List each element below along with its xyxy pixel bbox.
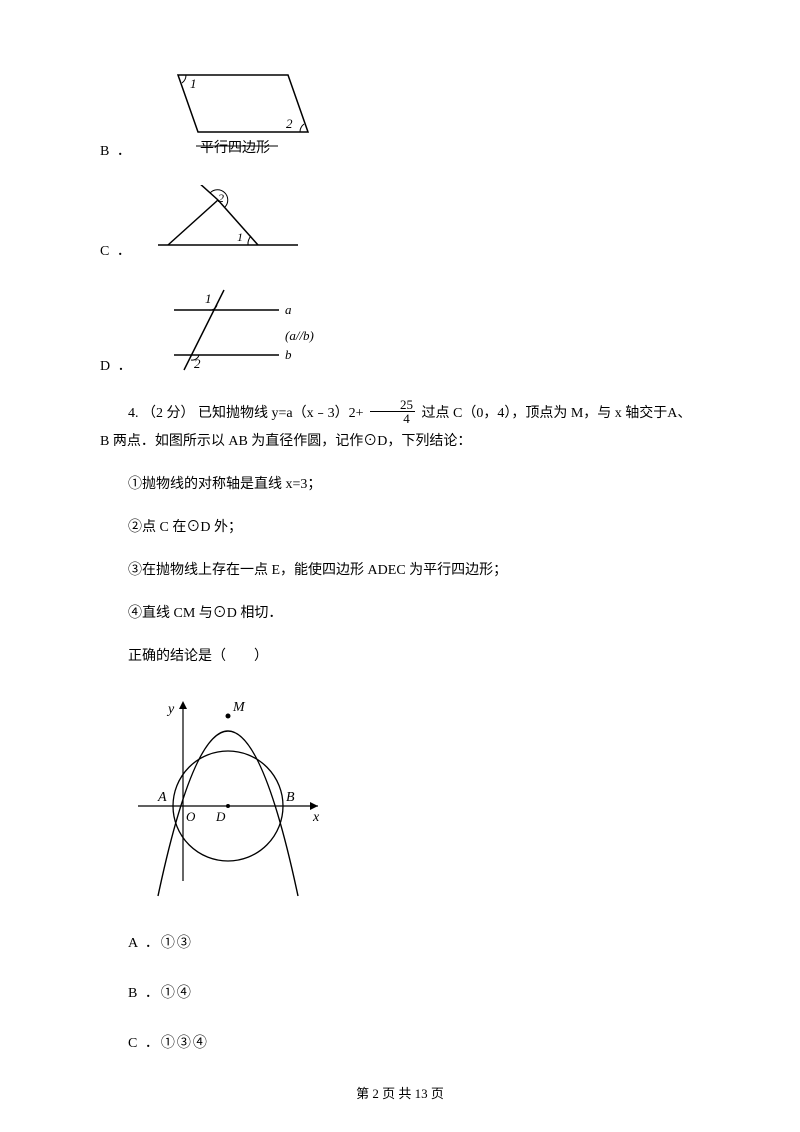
angle2-label-c: 2 — [218, 191, 224, 205]
B-label: B — [286, 790, 295, 805]
option-d-diagram: 1 2 a (a//b) b — [149, 285, 334, 380]
line-b-label: b — [285, 347, 292, 362]
parallelogram-caption: 平行四边形 — [200, 140, 270, 156]
y-axis-label: y — [166, 702, 175, 717]
origin-label: O — [186, 809, 196, 824]
option-d-label: D ． — [100, 355, 134, 375]
q4-fraction: 25 4 — [370, 398, 415, 425]
prompt: 正确的结论是（ ） — [100, 643, 700, 671]
q4-number: 4. — [128, 406, 139, 421]
statement1: ①抛物线的对称轴是直线 x=3； — [100, 471, 700, 499]
angle2-label: 2 — [286, 116, 293, 131]
page-footer: 第 2 页 共 13 页 — [0, 1083, 800, 1102]
frac-num: 25 — [370, 398, 415, 412]
q4-figure: y x O M D A B — [128, 686, 700, 906]
option-c: C ．①③④ — [100, 1031, 700, 1056]
option-d-row: D ． 1 2 a (a//b) b — [100, 285, 700, 380]
frac-den: 4 — [370, 412, 415, 425]
q4-points: （2 分） — [142, 406, 195, 421]
statement4: ④直线 CM 与⊙D 相切． — [100, 600, 700, 628]
line-a-label: a — [285, 302, 292, 317]
angle1-label: 1 — [190, 76, 197, 91]
option-b-row: B ． 1 2 平行四边形 — [100, 60, 700, 165]
angle1-label-c: 1 — [237, 230, 243, 244]
D-label: D — [215, 809, 226, 824]
option-a: A ．①③ — [100, 931, 700, 956]
option-c-diagram: 1 2 — [148, 185, 308, 265]
option-b: B ．①④ — [100, 981, 700, 1006]
option-c-label: C ． — [100, 240, 133, 260]
question4-text: 4. （2 分） 已知抛物线 y=a（x﹣3）2+ 25 4 过点 C（0，4）… — [100, 400, 700, 456]
option-c-row: C ． 1 2 — [100, 185, 700, 265]
condition-label: (a//b) — [285, 328, 314, 343]
M-label: M — [232, 700, 246, 715]
option-b-label: B ． — [100, 140, 133, 160]
statement3: ③在抛物线上存在一点 E，能使四边形 ADEC 为平行四边形； — [100, 557, 700, 585]
option-b-diagram: 1 2 平行四边形 — [148, 60, 318, 165]
A-label: A — [157, 790, 167, 805]
angle1-label-d: 1 — [205, 291, 212, 306]
q4-before: 已知抛物线 y=a（x﹣3）2+ — [198, 406, 364, 421]
x-axis-label: x — [312, 810, 320, 825]
statement2: ②点 C 在⊙D 外； — [100, 514, 700, 542]
